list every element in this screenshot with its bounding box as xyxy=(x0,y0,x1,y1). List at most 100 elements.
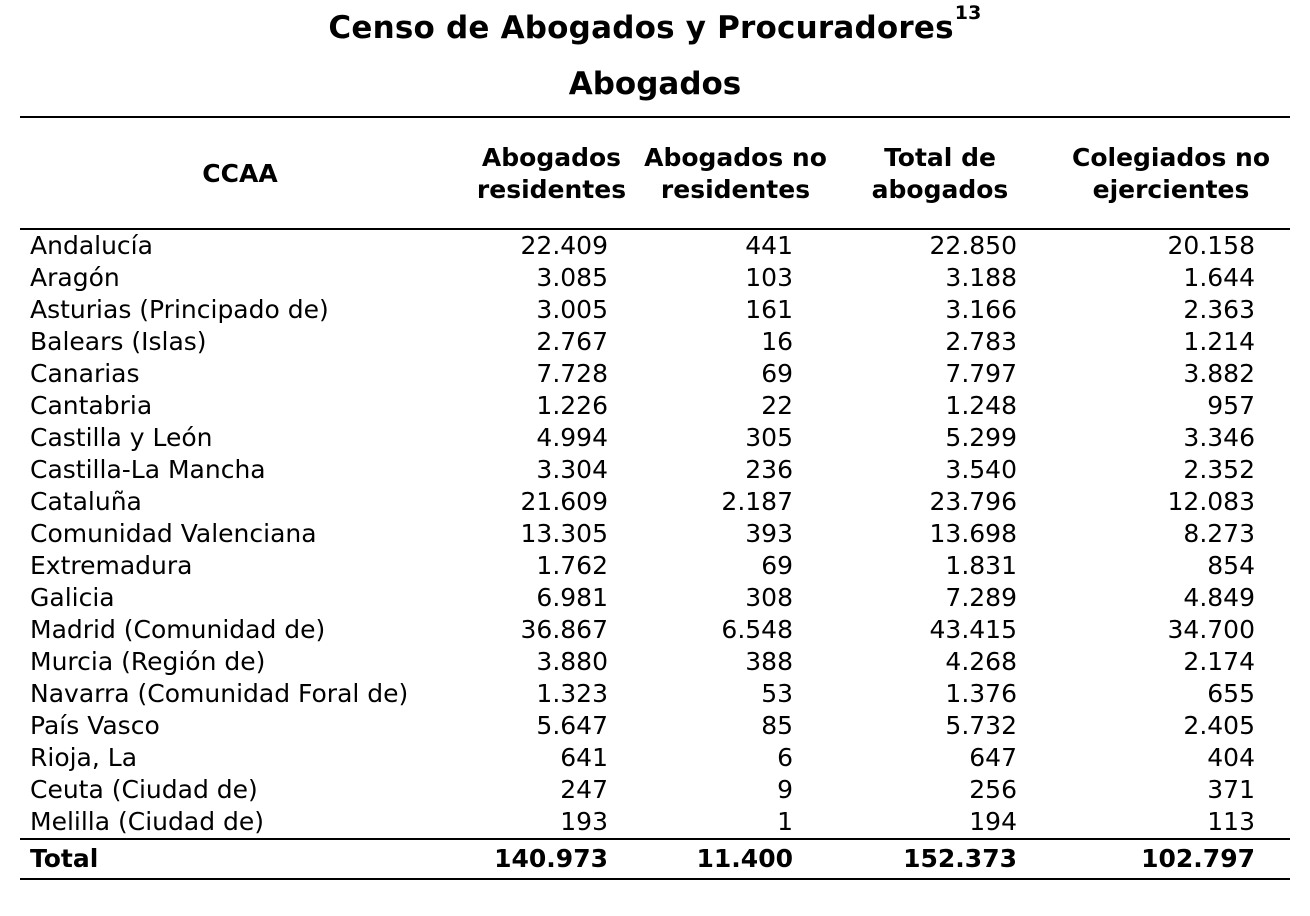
cell-residentes: 21.609 xyxy=(520,487,608,516)
cell-ccaa: Asturias (Principado de) xyxy=(30,295,329,324)
header-no-ejercientes: Colegiados no ejercientes xyxy=(1052,116,1290,230)
title-footnote: 13 xyxy=(954,2,982,24)
table-row: Comunidad Valenciana 13.305 393 13.698 8.273 xyxy=(20,518,1290,550)
cell-residentes: 1.226 xyxy=(536,391,608,420)
cell-residentes: 5.647 xyxy=(536,711,608,740)
cell-no-residentes: 161 xyxy=(745,295,793,324)
table-row: Cantabria 1.226 22 1.248 957 xyxy=(20,390,1290,422)
cell-no-ejercientes: 113 xyxy=(1207,807,1255,836)
cell-no-ejercientes: 12.083 xyxy=(1167,487,1255,516)
cell-ccaa: Balears (Islas) xyxy=(30,327,207,356)
cell-total: 5.299 xyxy=(945,423,1017,452)
table-body: Andalucía 22.409 441 22.850 20.158 Aragón 3.08… xyxy=(20,229,1290,839)
table-row: Andalucía 22.409 441 22.850 20.158 xyxy=(20,229,1290,262)
table-row: Navarra (Comunidad Foral de) 1.323 53 1.376… xyxy=(20,678,1290,710)
cell-total: 3.166 xyxy=(945,295,1017,324)
cell-total: 43.415 xyxy=(929,615,1017,644)
cell-no-residentes: 69 xyxy=(761,551,793,580)
cell-no-residentes: 308 xyxy=(745,583,793,612)
cell-ccaa: Cataluña xyxy=(30,487,142,516)
table-row: Murcia (Región de) 3.880 388 4.268 2.174 xyxy=(20,646,1290,678)
cell-no-ejercientes: 20.158 xyxy=(1167,231,1255,260)
cell-residentes: 193 xyxy=(560,807,608,836)
table-row: Ceuta (Ciudad de) 247 9 256 371 xyxy=(20,774,1290,806)
cell-residentes: 3.085 xyxy=(536,263,608,292)
cell-residentes: 22.409 xyxy=(520,231,608,260)
cell-total: 13.698 xyxy=(929,519,1017,548)
table-row: Galicia 6.981 308 7.289 4.849 xyxy=(20,582,1290,614)
cell-no-residentes: 441 xyxy=(745,231,793,260)
cell-total: 2.783 xyxy=(945,327,1017,356)
cell-total: 7.797 xyxy=(945,359,1017,388)
total-no-residentes: 11.400 xyxy=(643,838,828,880)
cell-no-residentes: 22 xyxy=(761,391,793,420)
document-title: Censo de Abogados y Procuradores13 xyxy=(0,2,1310,46)
cell-residentes: 3.304 xyxy=(536,455,608,484)
cell-no-residentes: 236 xyxy=(745,455,793,484)
table-row: Castilla y León 4.994 305 5.299 3.346 xyxy=(20,422,1290,454)
cell-residentes: 247 xyxy=(560,775,608,804)
cell-no-ejercientes: 371 xyxy=(1207,775,1255,804)
table-row: Canarias 7.728 69 7.797 3.882 xyxy=(20,358,1290,390)
cell-residentes: 7.728 xyxy=(536,359,608,388)
cell-ccaa: Murcia (Región de) xyxy=(30,647,266,676)
cell-ccaa: Andalucía xyxy=(30,231,153,260)
cell-no-ejercientes: 34.700 xyxy=(1167,615,1255,644)
cell-ccaa: Extremadura xyxy=(30,551,193,580)
cell-no-ejercientes: 8.273 xyxy=(1183,519,1255,548)
table-row: Melilla (Ciudad de) 193 1 194 113 xyxy=(20,806,1290,839)
cell-no-residentes: 305 xyxy=(745,423,793,452)
document-subtitle: Abogados xyxy=(568,66,742,102)
cell-residentes: 36.867 xyxy=(520,615,608,644)
cell-no-residentes: 53 xyxy=(761,679,793,708)
cell-total: 3.188 xyxy=(945,263,1017,292)
cell-total: 1.376 xyxy=(945,679,1017,708)
cell-residentes: 3.880 xyxy=(536,647,608,676)
cell-no-ejercientes: 2.352 xyxy=(1183,455,1255,484)
cell-ccaa: Ceuta (Ciudad de) xyxy=(30,775,258,804)
header-no-residentes: Abogados no residentes xyxy=(643,116,828,230)
cell-no-ejercientes: 2.405 xyxy=(1183,711,1255,740)
cell-no-residentes: 85 xyxy=(761,711,793,740)
cell-residentes: 6.981 xyxy=(536,583,608,612)
cell-ccaa: Galicia xyxy=(30,583,115,612)
cell-ccaa: Castilla-La Mancha xyxy=(30,455,266,484)
cell-total: 23.796 xyxy=(929,487,1017,516)
table-row: Asturias (Principado de) 3.005 161 3.166 2.3… xyxy=(20,294,1290,326)
cell-ccaa: Castilla y León xyxy=(30,423,213,452)
cell-no-residentes: 69 xyxy=(761,359,793,388)
table-row: País Vasco 5.647 85 5.732 2.405 xyxy=(20,710,1290,742)
census-table: CCAA Abogados residentes Abogados no resid… xyxy=(20,116,1290,880)
cell-residentes: 1.323 xyxy=(536,679,608,708)
cell-no-ejercientes: 655 xyxy=(1207,679,1255,708)
cell-no-ejercientes: 2.174 xyxy=(1183,647,1255,676)
total-no-ejercientes: 102.797 xyxy=(1052,838,1290,880)
cell-no-ejercientes: 404 xyxy=(1207,743,1255,772)
total-row: Total 140.973 11.400 152.373 102.797 xyxy=(20,838,1290,880)
total-residentes: 140.973 xyxy=(460,838,643,880)
cell-no-ejercientes: 957 xyxy=(1207,391,1255,420)
cell-total: 5.732 xyxy=(945,711,1017,740)
table-row: Rioja, La 641 6 647 404 xyxy=(20,742,1290,774)
cell-no-residentes: 6.548 xyxy=(721,615,793,644)
cell-no-ejercientes: 1.214 xyxy=(1183,327,1255,356)
cell-ccaa: Comunidad Valenciana xyxy=(30,519,317,548)
cell-total: 1.831 xyxy=(945,551,1017,580)
cell-ccaa: Canarias xyxy=(30,359,140,388)
cell-total: 1.248 xyxy=(945,391,1017,420)
cell-residentes: 1.762 xyxy=(536,551,608,580)
cell-no-ejercientes: 3.882 xyxy=(1183,359,1255,388)
cell-total: 3.540 xyxy=(945,455,1017,484)
total-total: 152.373 xyxy=(828,838,1052,880)
cell-ccaa: Rioja, La xyxy=(30,743,138,772)
table-footer: Total 140.973 11.400 152.373 102.797 xyxy=(20,838,1290,880)
total-label: Total xyxy=(20,838,460,880)
table-row: Madrid (Comunidad de) 36.867 6.548 43.415 34… xyxy=(20,614,1290,646)
table-row: Extremadura 1.762 69 1.831 854 xyxy=(20,550,1290,582)
cell-no-residentes: 1 xyxy=(777,807,793,836)
cell-no-residentes: 6 xyxy=(777,743,793,772)
cell-no-residentes: 16 xyxy=(761,327,793,356)
cell-ccaa: Cantabria xyxy=(30,391,153,420)
cell-no-residentes: 2.187 xyxy=(721,487,793,516)
cell-no-ejercientes: 4.849 xyxy=(1183,583,1255,612)
